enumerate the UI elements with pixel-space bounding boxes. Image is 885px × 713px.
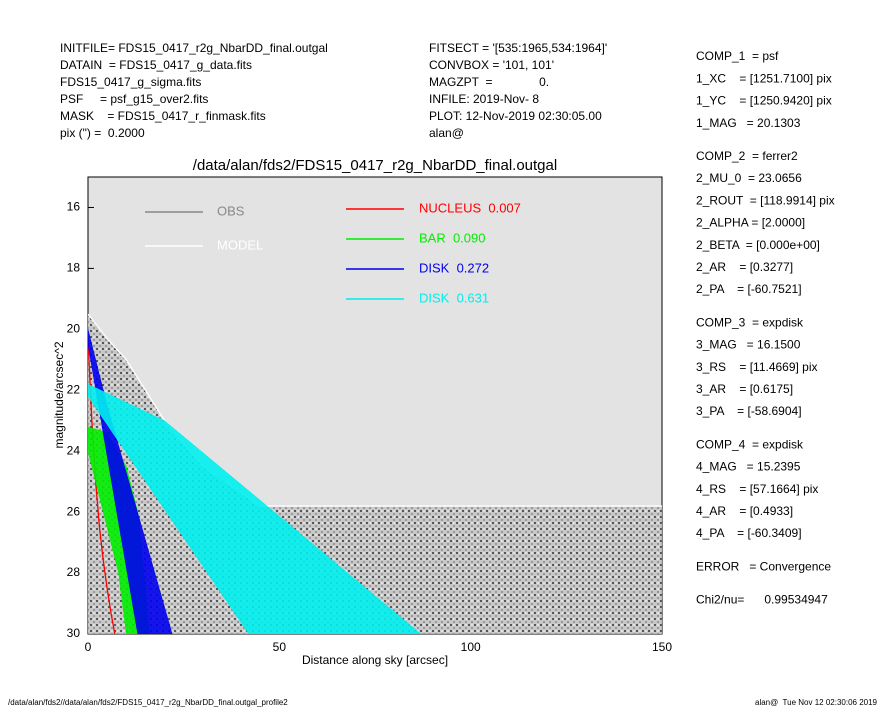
footer: /data/alan/fds2//data/alan/fds2/FDS15_04…	[8, 698, 288, 707]
parameter: Chi2/nu= 0.99534947	[696, 593, 828, 607]
header-line: PSF = psf_g15_over2.fits	[60, 92, 208, 106]
header-line: alan@	[429, 126, 464, 140]
header-line: CONVBOX = '101, 101'	[429, 58, 554, 72]
legend-label: DISK 0.272	[419, 260, 489, 275]
y-tick-label: 22	[67, 382, 81, 396]
parameter: 4_RS = [57.1664] pix	[696, 482, 818, 496]
x-tick-label: 50	[273, 640, 287, 654]
x-tick-label: 150	[652, 640, 672, 654]
parameter: 3_MAG = 16.1500	[696, 338, 801, 352]
header-line: PLOT: 12-Nov-2019 02:30:05.00	[429, 109, 602, 123]
header-line: MASK = FDS15_0417_r_finmask.fits	[60, 109, 266, 123]
y-axis-label: magnitude/arcsec^2	[52, 341, 66, 448]
parameter: 3_AR = [0.6175]	[696, 382, 793, 396]
parameter: 1_MAG = 20.1303	[696, 116, 801, 130]
legend-label: DISK 0.631	[419, 290, 489, 305]
parameter: 2_AR = [0.3277]	[696, 260, 793, 274]
parameter: COMP_4 = expdisk	[696, 437, 804, 451]
header-line: FITSECT = '[535:1965,534:1964]'	[429, 41, 607, 55]
legend-label: BAR 0.090	[419, 230, 486, 245]
parameter: 2_ROUT = [118.9914] pix	[696, 193, 835, 207]
parameter: 4_PA = [-60.3409]	[696, 526, 802, 540]
legend-label: MODEL	[217, 237, 263, 252]
x-tick-label: 100	[461, 640, 481, 654]
parameter: 1_XC = [1251.7100] pix	[696, 71, 832, 85]
parameter: 3_RS = [11.4669] pix	[696, 360, 818, 374]
y-tick-label: 16	[67, 200, 81, 214]
parameter: ERROR = Convergence	[696, 559, 831, 573]
header-line: pix (") = 0.2000	[60, 126, 145, 140]
header-line: MAGZPT = 0.	[429, 75, 549, 89]
y-tick-label: 24	[67, 443, 81, 457]
header-line: FDS15_0417_g_sigma.fits	[60, 75, 201, 89]
component	[88, 383, 422, 634]
parameter: 4_MAG = 15.2395	[696, 460, 801, 474]
parameter: COMP_1 = psf	[696, 49, 779, 63]
parameter: 4_AR = [0.4933]	[696, 504, 793, 518]
parameter: 3_PA = [-58.6904]	[696, 404, 802, 418]
parameter: 2_PA = [-60.7521]	[696, 282, 802, 296]
parameter: COMP_3 = expdisk	[696, 315, 804, 329]
parameter: 2_BETA = [0.000e+00]	[696, 238, 820, 252]
header-line: INITFILE= FDS15_0417_r2g_NbarDD_final.ou…	[60, 41, 328, 55]
x-axis-label: Distance along sky [arcsec]	[302, 653, 448, 667]
y-tick-label: 28	[67, 565, 81, 579]
y-tick-label: 18	[67, 261, 81, 275]
parameter: 1_YC = [1250.9420] pix	[696, 94, 832, 108]
y-tick-label: 20	[67, 322, 81, 336]
header-line: INFILE: 2019-Nov- 8	[429, 92, 539, 106]
parameter: 2_ALPHA = [2.0000]	[696, 216, 805, 230]
footer: alan@ Tue Nov 12 02:30:06 2019	[755, 698, 878, 707]
parameter: 2_MU_0 = 23.0656	[696, 171, 802, 185]
y-tick-label: 30	[67, 626, 81, 640]
legend-label: NUCLEUS 0.007	[419, 200, 521, 215]
chart-title: /data/alan/fds2/FDS15_0417_r2g_NbarDD_fi…	[193, 157, 557, 174]
legend-label: OBS	[217, 203, 245, 218]
header-line: DATAIN = FDS15_0417_g_data.fits	[60, 58, 252, 72]
parameter: COMP_2 = ferrer2	[696, 149, 798, 163]
y-tick-label: 26	[67, 504, 81, 518]
x-tick-label: 0	[85, 640, 92, 654]
